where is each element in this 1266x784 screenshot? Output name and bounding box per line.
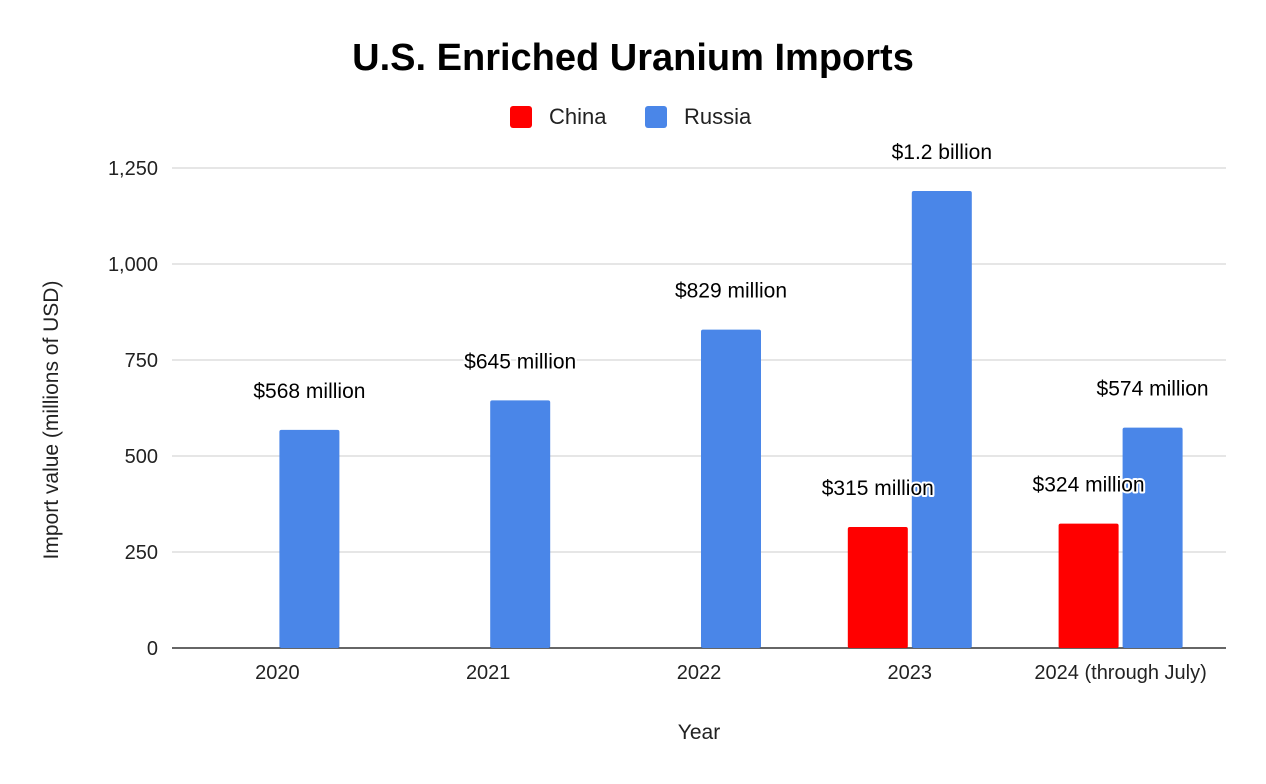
data-label: $645 million [464, 350, 576, 373]
legend-swatch-russia [645, 106, 667, 128]
data-label: $324 million [1033, 474, 1145, 497]
y-tick-label: 750 [125, 350, 158, 372]
bar-russia [911, 191, 972, 649]
gridlines [172, 167, 1226, 649]
data-label: $315 million [822, 477, 934, 500]
bar-russia [490, 400, 551, 648]
legend-label-russia: Russia [684, 104, 752, 129]
y-tick-label: 250 [125, 542, 158, 564]
x-tick-label: 2021 [466, 662, 511, 684]
y-tick-label: 1,000 [108, 254, 158, 276]
data-label: $568 million [253, 380, 365, 403]
y-tick-label: 500 [125, 446, 158, 468]
x-tick-label: 2023 [888, 662, 933, 684]
data-label: $574 million [1097, 378, 1209, 401]
legend-label-china: China [549, 104, 607, 129]
y-tick-label: 0 [147, 638, 158, 660]
bar-russia [1122, 427, 1183, 648]
y-axis-ticks: 0 250 500 750 1,000 1,250 [108, 158, 158, 660]
bar-china [1058, 523, 1119, 648]
chart-title: U.S. Enriched Uranium Imports [352, 37, 914, 79]
bars [279, 191, 1183, 649]
legend-swatch-china [510, 106, 532, 128]
legend: China Russia [510, 104, 752, 129]
bar-russia [279, 429, 340, 648]
x-axis-ticks: 2020 2021 2022 2023 2024 (through July) [255, 662, 1207, 684]
y-tick-label: 1,250 [108, 158, 158, 180]
y-axis-title: Import value (millions of USD) [40, 281, 63, 560]
data-labels: $568 million $645 million $829 million $315… [251, 139, 1210, 502]
data-label: $829 million [675, 280, 787, 303]
x-tick-label: 2024 (through July) [1034, 662, 1206, 684]
x-tick-label: 2022 [677, 662, 722, 684]
bar-russia [701, 329, 761, 648]
x-axis-title: Year [678, 721, 720, 744]
bar-china [847, 527, 908, 648]
data-label: $1.2 billion [892, 141, 992, 164]
x-tick-label: 2020 [255, 662, 300, 684]
